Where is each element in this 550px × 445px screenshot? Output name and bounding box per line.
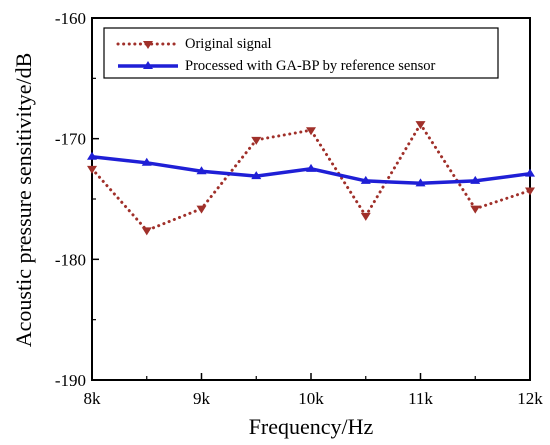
series-line-original	[90, 121, 532, 233]
y-tick-label: -190	[55, 371, 86, 390]
legend: Original signal Processed with GA-BP by …	[103, 27, 499, 79]
legend-marker-original	[143, 41, 153, 49]
x-tick-label: 12k	[517, 389, 543, 408]
data-point-processed	[87, 151, 97, 160]
data-point-processed	[141, 157, 152, 166]
data-point-processed	[306, 163, 316, 172]
y-tick-label: -170	[55, 130, 86, 149]
x-axis-title: Frequency/Hz	[249, 414, 374, 439]
data-point-original	[87, 165, 97, 174]
data-point-original	[251, 136, 262, 145]
tick-labels: 8k 9k 10k 11k 12k -190 -180 -170 -160	[55, 9, 543, 408]
data-point-original	[415, 121, 426, 130]
x-tick-label: 8k	[84, 389, 102, 408]
legend-label-processed: Processed with GA-BP by reference sensor	[185, 58, 435, 74]
legend-label-original: Original signal	[185, 36, 272, 52]
y-axis-title: Acoustic pressure sensitivitye/dB	[11, 53, 36, 348]
data-point-original	[360, 212, 371, 221]
axis-ticks	[91, 17, 531, 381]
x-tick-label: 9k	[193, 389, 211, 408]
data-point-original	[470, 205, 481, 214]
data-point-processed	[470, 175, 481, 184]
data-point-processed	[360, 175, 371, 184]
y-tick-label: -180	[55, 250, 86, 269]
y-tick-label: -160	[55, 9, 86, 28]
data-point-original	[525, 187, 535, 196]
data-point-original	[306, 127, 316, 136]
data-point-processed	[525, 168, 535, 177]
legend-box	[103, 27, 499, 79]
data-point-processed	[415, 178, 426, 187]
legend-items	[116, 41, 180, 69]
x-tick-label: 10k	[298, 389, 324, 408]
x-tick-label: 11k	[408, 389, 433, 408]
legend-marker-processed	[143, 61, 153, 69]
data-point-processed	[196, 166, 207, 175]
series-layer	[87, 121, 535, 236]
data-point-processed	[251, 171, 262, 180]
data-point-original	[196, 205, 207, 214]
data-point-original	[141, 227, 152, 236]
